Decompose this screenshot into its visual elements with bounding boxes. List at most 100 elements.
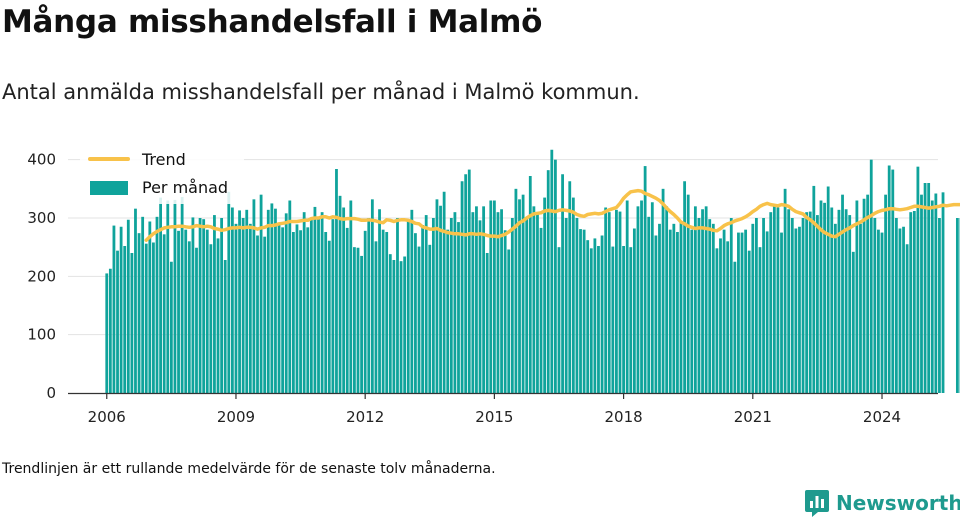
bar	[751, 223, 755, 393]
bar	[324, 232, 328, 393]
bar	[632, 228, 636, 393]
bar	[830, 207, 834, 393]
bar	[281, 227, 285, 393]
bar	[191, 217, 195, 393]
bar	[424, 215, 428, 393]
bar	[536, 212, 539, 393]
bar	[554, 159, 557, 393]
bar	[166, 200, 170, 393]
bar	[629, 247, 633, 393]
bar	[302, 212, 306, 393]
bar	[819, 200, 823, 393]
bar	[381, 229, 385, 393]
bar-chart-logo-icon	[805, 490, 829, 517]
bar	[335, 169, 338, 393]
trend-line	[144, 188, 960, 242]
bar	[223, 260, 227, 393]
bar	[697, 218, 701, 393]
bar	[177, 230, 180, 393]
bar	[353, 247, 356, 393]
bar	[561, 174, 564, 393]
bar	[195, 247, 198, 393]
bar	[923, 183, 927, 393]
x-tick-label: 2018	[605, 408, 643, 426]
bar	[916, 166, 920, 393]
bar	[708, 219, 712, 393]
bar	[220, 218, 224, 393]
bar	[564, 218, 568, 393]
bar	[862, 198, 866, 393]
bar	[711, 223, 715, 393]
bar	[313, 206, 317, 393]
bar	[216, 238, 220, 393]
bar	[421, 225, 425, 393]
bar	[826, 186, 830, 393]
bar	[873, 218, 877, 393]
bar	[327, 240, 331, 393]
bar	[920, 194, 923, 393]
bar	[758, 247, 762, 393]
bar	[320, 212, 324, 393]
bar	[169, 261, 173, 393]
bar	[299, 230, 302, 393]
bar	[859, 223, 862, 393]
bar	[801, 218, 805, 393]
bar	[650, 202, 654, 393]
bar	[808, 211, 812, 393]
bar	[658, 223, 661, 393]
y-tick-label: 100	[27, 326, 56, 344]
bar	[905, 244, 909, 393]
bar	[414, 233, 417, 393]
brand-logo[interactable]: Newsworthy	[804, 487, 960, 519]
bar	[155, 216, 159, 393]
bar	[134, 208, 137, 393]
bar	[205, 229, 209, 393]
bar	[615, 209, 618, 393]
bar	[787, 209, 791, 393]
bar	[833, 223, 837, 393]
bar	[823, 202, 826, 393]
bar	[403, 256, 407, 393]
bar	[507, 249, 511, 393]
bar	[370, 199, 374, 393]
bar	[654, 235, 658, 393]
bar	[765, 231, 769, 393]
bar	[837, 209, 841, 393]
bar	[108, 268, 112, 393]
bar	[740, 232, 744, 393]
bar	[902, 226, 905, 393]
bar	[693, 206, 697, 393]
bar	[148, 221, 152, 393]
bar	[116, 250, 119, 393]
bar	[198, 218, 202, 393]
bar-series	[105, 149, 960, 393]
bar	[762, 218, 765, 393]
bar	[719, 238, 722, 393]
bar	[500, 209, 503, 393]
bar	[184, 229, 188, 393]
bar	[475, 206, 478, 393]
bar	[126, 219, 130, 393]
bar	[209, 244, 213, 393]
bar	[661, 188, 665, 393]
bar	[202, 219, 206, 393]
bar	[647, 216, 651, 393]
bar	[406, 219, 410, 393]
x-tick-label: 2012	[346, 408, 384, 426]
bar	[187, 241, 191, 393]
bar	[482, 206, 486, 393]
bar	[503, 230, 507, 393]
bar	[715, 248, 719, 393]
bar	[489, 200, 493, 393]
bar	[238, 210, 241, 393]
bar	[679, 222, 683, 393]
bar	[579, 229, 582, 393]
bar	[880, 232, 884, 393]
bar	[213, 215, 216, 393]
bar	[291, 232, 295, 393]
brand-name: Newsworthy	[836, 491, 960, 515]
x-tick-label: 2021	[734, 408, 772, 426]
bar	[618, 211, 622, 393]
x-tick-label: 2009	[217, 408, 255, 426]
bar	[805, 212, 809, 393]
